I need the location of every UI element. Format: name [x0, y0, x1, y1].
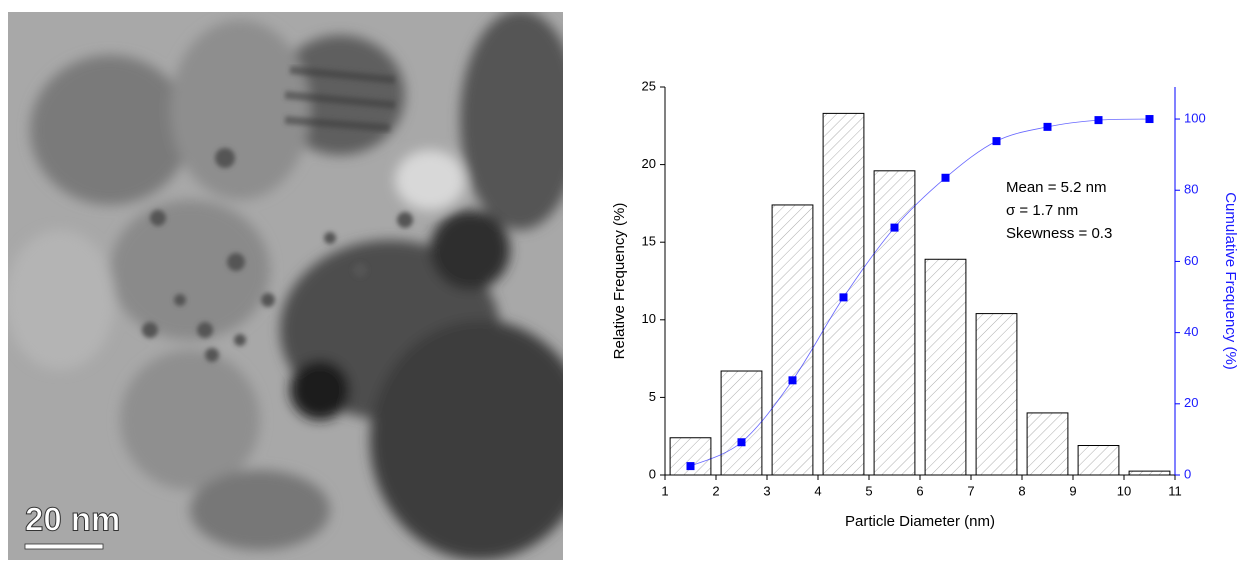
x-tick-label: 10 [1117, 483, 1131, 498]
x-tick-label: 9 [1069, 483, 1076, 498]
y2-tick-label: 80 [1184, 182, 1198, 197]
bar [1077, 445, 1120, 476]
y2-tick-label: 20 [1184, 395, 1198, 410]
x-tick-label: 3 [763, 483, 770, 498]
x-tick-label: 11 [1168, 483, 1182, 498]
y-tick-label: 5 [649, 389, 656, 404]
x-tick-label: 6 [916, 483, 923, 498]
cumulative-point [941, 173, 950, 182]
bar [975, 313, 1018, 476]
annotation: σ = 1.7 nm [1006, 202, 1078, 219]
x-axis-label: Particle Diameter (nm) [845, 513, 995, 530]
x-tick-label: 7 [967, 483, 974, 498]
cumulative-point [1043, 122, 1052, 131]
y-tick-label: 0 [649, 466, 656, 481]
y-tick-label: 15 [642, 234, 656, 249]
y-tick-label: 25 [642, 78, 656, 93]
cumulative-point [839, 293, 848, 302]
x-tick-label: 8 [1018, 483, 1025, 498]
cumulative-point [686, 462, 695, 471]
y2-tick-label: 100 [1184, 110, 1206, 125]
cumulative-point [1094, 116, 1103, 125]
bar [873, 170, 916, 476]
y2-tick-label: 60 [1184, 253, 1198, 268]
scale-bar-label: 20 nm [25, 501, 120, 538]
cumulative-point [1145, 115, 1154, 124]
bar [771, 204, 814, 476]
x-tick-label: 5 [865, 483, 872, 498]
cumulative-line [690, 118, 1150, 467]
x-tick-label: 1 [661, 483, 668, 498]
bar [1128, 470, 1171, 476]
scale-bar [24, 543, 104, 550]
cumulative-point [992, 137, 1001, 146]
y2-axis-label: Cumulative Frequency (%) [1222, 192, 1239, 370]
y-tick-label: 20 [642, 156, 656, 171]
cumulative-point [788, 376, 797, 385]
tem-image: 20 nm [8, 12, 563, 560]
annotation: Skewness = 0.3 [1006, 225, 1112, 242]
bar [720, 370, 763, 476]
y2-tick-label: 0 [1184, 466, 1191, 481]
y-tick-label: 10 [642, 311, 656, 326]
cumulative-point [737, 438, 746, 447]
chart: 1 2 3 4 5 6 7 8 9 10 110510152025020406080100Parti… [611, 78, 1239, 530]
x-tick-label: 4 [814, 483, 821, 498]
y2-tick-label: 40 [1184, 324, 1198, 339]
cumulative-point [890, 223, 899, 232]
x-tick-label: 2 [712, 483, 719, 498]
annotation: Mean = 5.2 nm [1006, 179, 1106, 196]
bar [1026, 412, 1069, 476]
bar [924, 258, 967, 476]
y-axis-label: Relative Frequency (%) [611, 203, 628, 360]
